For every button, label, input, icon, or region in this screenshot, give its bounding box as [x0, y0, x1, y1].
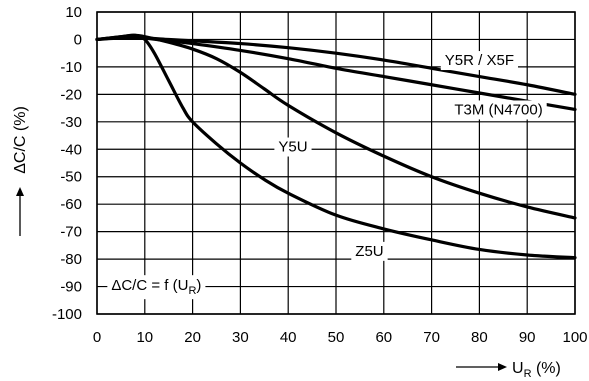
y-tick-label: -50	[60, 169, 82, 186]
y-tick-label: -100	[52, 306, 82, 323]
x-tick-label: 50	[328, 329, 345, 346]
x-tick-label: 70	[423, 329, 440, 346]
series-label-y5r: Y5R / X5F	[445, 52, 514, 69]
x-tick-label: 10	[136, 329, 153, 346]
series-label-y5u: Y5U	[278, 139, 307, 156]
x-axis-label-subscript: R	[524, 368, 532, 380]
y-tick-label: 0	[74, 31, 82, 48]
y-axis-label-group: ΔC/C (%)	[12, 106, 29, 236]
series-label-z5u: Z5U	[355, 243, 383, 260]
x-tick-label: 20	[184, 329, 201, 346]
series-label-t3m: T3M (N4700)	[454, 101, 542, 118]
formula-subscript: R	[188, 285, 196, 297]
series-curves	[95, 33, 577, 260]
x-tick-label: 90	[519, 329, 536, 346]
series-label-background	[274, 137, 312, 157]
y-tick-label: -10	[60, 59, 82, 76]
y-tick-label: -30	[60, 114, 82, 131]
y-tick-label: -70	[60, 224, 82, 241]
formula-suffix: )	[196, 277, 201, 294]
y-tick-label: -90	[60, 279, 82, 296]
formula-prefix: ΔC/C = f (U	[111, 277, 188, 294]
x-tick-label: 40	[280, 329, 297, 346]
y-tick-label: -40	[60, 141, 82, 158]
y-tick-label: -20	[60, 86, 82, 103]
x-tick-label: 60	[375, 329, 392, 346]
y-tick-label: -80	[60, 251, 82, 268]
series-label-background	[440, 51, 519, 71]
x-tick-label: 30	[232, 329, 249, 346]
x-tick-label: 0	[93, 329, 101, 346]
x-axis-label: UR (%)	[512, 360, 561, 380]
series-line-3	[95, 33, 577, 260]
x-axis-arrow-head	[498, 363, 507, 371]
x-axis-label-unit: (%)	[532, 360, 561, 377]
plot-frame	[96, 11, 576, 315]
series-label-background	[450, 100, 547, 120]
formula-text: ΔC/C = f (UR)	[111, 277, 201, 297]
series-labels: Y5R / X5F T3M (N4700) Y5U Z5U	[274, 51, 547, 261]
formula-annotation: ΔC/C = f (UR)	[107, 275, 206, 300]
x-axis-label-main: U	[512, 360, 524, 377]
x-tick-label: 100	[562, 329, 587, 346]
x-tick-label: 80	[471, 329, 488, 346]
y-tick-label: 10	[65, 4, 82, 21]
series-label-background	[351, 241, 388, 261]
y-axis-label: ΔC/C (%)	[12, 106, 29, 174]
x-axis-label-group: UR (%)	[456, 360, 561, 380]
y-axis-arrow-head	[16, 187, 24, 196]
y-tick-label: -60	[60, 196, 82, 213]
y-tick-labels: 10 0 -10 -20 -30 -40 -50 -60 -70 -80 -90 -100	[52, 4, 82, 323]
x-tick-labels: 0 10 20 30 40 50 60 70 80 90 100	[93, 329, 588, 346]
